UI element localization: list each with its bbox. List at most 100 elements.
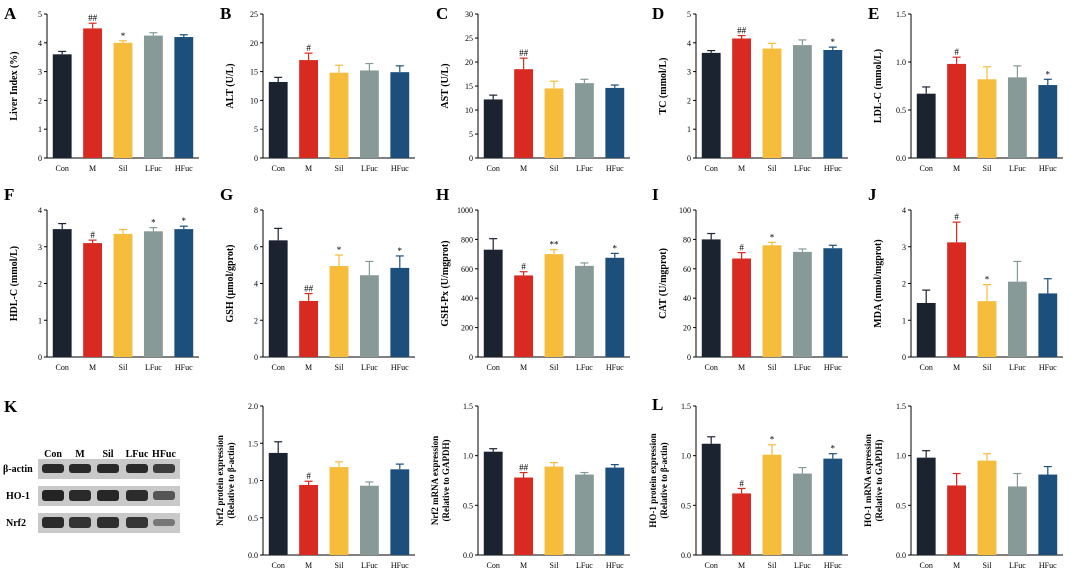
y-tick-label: 1.5: [896, 10, 906, 19]
bar-lfuc: [1007, 281, 1027, 357]
panel-letter-D: D: [652, 4, 664, 23]
y-axis-label: Nrf2 protein expression: [215, 435, 225, 526]
y-tick-label: 0: [254, 154, 258, 163]
x-tick-label: Sil: [119, 363, 129, 372]
bar-m: [514, 275, 534, 357]
y-axis-label: TC (mmol/L): [658, 58, 669, 115]
y-tick-label: 0: [687, 154, 691, 163]
bar-lfuc: [1007, 77, 1027, 158]
bar-con: [268, 81, 288, 158]
x-tick-label: Sil: [768, 363, 778, 372]
y-axis-label: ALT (U/L): [225, 63, 236, 108]
blot-band: [153, 491, 175, 500]
bar-m: [514, 477, 534, 555]
bar-con: [52, 54, 72, 158]
bar-hfuc: [1038, 293, 1058, 357]
bar-m: [947, 63, 967, 158]
x-tick-label: Sil: [983, 164, 993, 173]
bar-sil: [977, 301, 997, 357]
y-tick-label: 10: [250, 96, 258, 105]
bar-hfuc: [390, 267, 410, 357]
bar-hfuc: [174, 37, 194, 158]
x-tick-label: LFuc: [576, 164, 593, 173]
bar-m: [299, 484, 319, 555]
chart-panel-f: F 0 1 2 3 4 HDL-C (mmol/L) Con # M Sil * LFuc * HFuc: [4, 185, 199, 372]
blot-row-label-ho1: HO-1: [6, 491, 30, 502]
x-tick-label: Sil: [335, 164, 345, 173]
blot-band: [126, 517, 148, 528]
y-tick-label: 5: [469, 130, 473, 139]
chart-panel-c: C 0 5 10 15 20 25 30 AST (U/L) Con ## M Sil LFuc HFuc: [436, 4, 630, 173]
significance-mark: *: [398, 246, 403, 256]
blot-lane-label-hfuc: HFuc: [152, 449, 176, 460]
y-tick-label: 400: [461, 294, 473, 303]
chart-panel-l2: 0.0 0.5 1.0 1.5 HO-1 mRNA expression (Relativ…: [863, 402, 1063, 570]
panel-letter-K: K: [4, 397, 18, 416]
x-tick-label: M: [520, 363, 527, 372]
significance-mark: #: [954, 47, 959, 57]
bar-lfuc: [574, 265, 594, 357]
y-tick-label: 100: [679, 206, 691, 215]
y-tick-label: 1.0: [463, 452, 473, 461]
panel-letter-G: G: [220, 185, 233, 204]
significance-mark: *: [151, 218, 156, 228]
significance-mark: #: [739, 243, 744, 253]
x-tick-label: LFuc: [145, 164, 162, 173]
y-tick-label: 25: [250, 10, 258, 19]
y-tick-label: 4: [902, 206, 906, 215]
x-tick-label: M: [305, 363, 312, 372]
x-tick-label: HFuc: [175, 164, 193, 173]
significance-mark: *: [613, 243, 618, 253]
bar-sil: [977, 79, 997, 158]
x-tick-label: HFuc: [391, 164, 409, 173]
blot-lane-label-m: M: [75, 449, 85, 460]
bar-hfuc: [605, 467, 625, 555]
y-tick-label: 3: [687, 68, 691, 77]
bar-m: [732, 493, 752, 555]
y-tick-label: 2: [38, 280, 42, 289]
x-tick-label: Sil: [119, 164, 129, 173]
x-tick-label: HFuc: [606, 164, 624, 173]
x-tick-label: HFuc: [606, 561, 624, 570]
bar-lfuc: [359, 70, 379, 158]
bar-sil: [762, 245, 782, 357]
x-tick-label: Con: [272, 164, 285, 173]
bar-hfuc: [823, 248, 843, 357]
y-tick-label: 8: [254, 206, 258, 215]
chart-panel-g: G 0 2 4 6 8 GSH (μmol/gprot) Con ## M * Sil LFuc * HFu…: [220, 185, 415, 372]
x-tick-label: Sil: [550, 164, 560, 173]
significance-mark: *: [770, 435, 775, 445]
bar-con: [916, 302, 936, 357]
x-tick-label: Con: [920, 164, 933, 173]
y-tick-label: 2: [38, 96, 42, 105]
x-tick-label: Con: [56, 363, 69, 372]
bar-lfuc: [792, 251, 812, 357]
x-tick-label: Con: [487, 164, 500, 173]
bar-con: [916, 457, 936, 555]
x-tick-label: Con: [705, 164, 718, 173]
x-tick-label: Con: [56, 164, 69, 173]
y-tick-label: 15: [250, 68, 258, 77]
x-tick-label: M: [89, 164, 96, 173]
x-tick-label: LFuc: [1009, 164, 1026, 173]
significance-mark: ##: [304, 284, 314, 294]
significance-mark: #: [90, 230, 95, 240]
y-tick-label: 0.5: [248, 514, 258, 523]
bar-hfuc: [1038, 474, 1058, 555]
x-tick-label: Con: [487, 363, 500, 372]
significance-mark: ##: [88, 13, 98, 23]
x-tick-label: LFuc: [1009, 363, 1026, 372]
bar-sil: [762, 48, 782, 159]
y-tick-label: 0.0: [681, 551, 691, 560]
bar-sil: [762, 454, 782, 555]
blot-band: [126, 490, 148, 501]
x-tick-label: LFuc: [576, 561, 593, 570]
bar-hfuc: [823, 458, 843, 555]
x-tick-label: Con: [705, 561, 718, 570]
y-tick-label: 5: [687, 10, 691, 19]
western-blot-panel: K Con M Sil LFuc HFuc β-actin HO-1 Nrf2: [3, 397, 180, 533]
y-tick-label: 1.0: [681, 452, 691, 461]
bar-hfuc: [605, 257, 625, 357]
bar-con: [483, 451, 503, 555]
